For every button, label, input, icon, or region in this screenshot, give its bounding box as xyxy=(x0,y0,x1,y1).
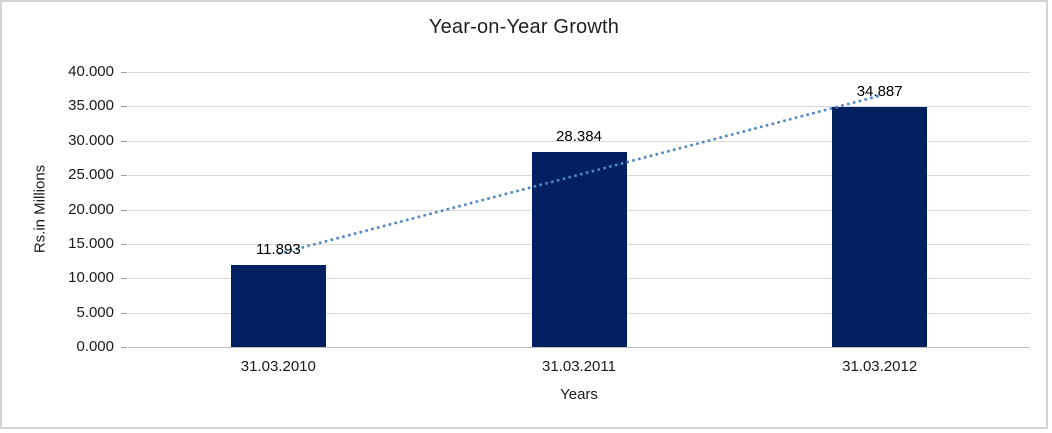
x-tick-label: 31.03.2011 xyxy=(542,358,616,375)
bar xyxy=(832,107,928,347)
y-tick-mark xyxy=(121,347,127,348)
y-tick-mark xyxy=(121,72,127,73)
y-tick-label: 5.000 xyxy=(76,303,114,321)
y-tick-mark xyxy=(121,278,127,280)
x-axis-title: Years xyxy=(560,386,598,403)
gridline xyxy=(128,72,1030,73)
bar-value-label: 11.893 xyxy=(255,241,301,259)
gridline xyxy=(128,140,1030,142)
bar xyxy=(230,265,326,347)
y-tick-mark xyxy=(121,209,127,211)
bar-value-label: 28.384 xyxy=(556,127,602,145)
y-tick-label: 30.000 xyxy=(68,131,114,149)
y-tick-mark xyxy=(121,106,127,108)
y-tick-label: 10.000 xyxy=(68,269,114,287)
plot-area: 11.893 31.03.2010 28.384 31.03.2011 34.887 31… xyxy=(128,72,1030,375)
y-tick-mark xyxy=(121,312,127,314)
y-tick-label: 35.000 xyxy=(68,97,114,115)
x-tick-label: 31.03.2010 xyxy=(240,358,316,375)
y-tick-mark xyxy=(121,140,127,142)
y-tick-mark xyxy=(121,243,127,245)
y-tick-label: 15.000 xyxy=(68,234,114,252)
gridline xyxy=(128,106,1030,108)
y-tick-label: 40.000 xyxy=(68,63,114,80)
chart-title: Year-on-Year Growth xyxy=(428,16,620,38)
y-tick-mark xyxy=(121,175,127,177)
y-tick-label: 0.000 xyxy=(76,338,114,355)
x-axis-line xyxy=(128,347,1030,348)
y-tick-label: 25.000 xyxy=(68,166,114,184)
y-tick-label: 20.000 xyxy=(68,200,114,218)
x-tick-label: 31.03.2012 xyxy=(842,358,918,375)
bar-value-label: 34.887 xyxy=(856,83,903,101)
trendline xyxy=(278,94,880,256)
